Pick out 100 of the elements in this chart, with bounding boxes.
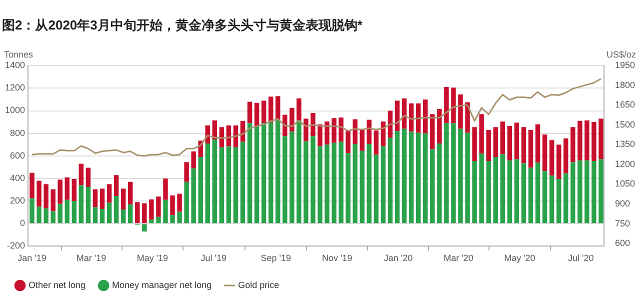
bar [444,87,449,124]
bar [598,118,604,160]
bar [394,100,400,132]
bar [304,118,308,142]
bar [437,109,442,144]
bar [324,144,330,224]
bar [338,118,344,142]
bar [542,134,548,172]
bar [72,201,77,224]
bar [240,142,246,224]
bar [366,144,372,224]
bar [114,175,119,196]
bar [177,212,182,224]
bar [261,123,266,224]
bar [86,168,91,187]
bar [156,216,161,224]
bar [120,210,126,224]
bar [184,182,189,224]
bar [549,176,554,224]
bar [50,189,56,212]
bar [388,138,393,224]
y2-tick-label: 1350 [614,139,636,150]
y2-axis-title: US$/oz [606,50,636,60]
y2-tick-label: 1650 [614,100,636,110]
bar [149,199,154,220]
bar [514,122,520,160]
legend-label: Gold price [238,280,280,290]
bar [191,151,196,168]
y-tick-label: 1400 [4,60,26,70]
y2-tick-label: 1500 [614,119,636,130]
bar [465,132,470,224]
bar [106,202,112,224]
x-tick-label: Nov '19 [322,253,352,264]
bar [268,122,274,224]
bar [451,88,456,124]
bar [570,162,576,224]
bar [535,124,540,163]
legend-label: Other net long [28,280,86,290]
y2-tick-label: 1050 [614,178,636,189]
bar [542,171,548,224]
x-tick-label: Mar '19 [76,253,106,264]
bar [78,185,84,224]
bar [486,160,491,224]
bar [254,126,260,224]
bar [324,121,330,145]
bar [332,118,336,143]
bar [226,146,232,224]
bar [100,188,105,209]
bar [142,203,147,224]
bar [408,132,414,224]
y-axis-title: Tonnes [4,50,34,60]
bar [514,159,520,224]
bar [458,128,463,224]
bar [493,157,498,224]
bar [360,130,365,151]
bar [556,144,562,180]
bar [521,127,526,164]
bar [352,144,358,224]
bar [592,160,596,224]
y-tick-label: 1000 [4,105,26,116]
y2-tick-label: 600 [614,238,630,248]
bar [106,184,112,203]
bar [290,108,294,132]
bar [170,215,175,224]
bar [114,196,119,224]
bar [584,160,590,224]
bar [78,164,84,186]
bar [276,120,280,224]
bar [58,180,62,204]
bar [58,204,62,224]
bar [120,188,126,210]
bar [437,143,442,224]
bar [402,128,407,224]
x-tick-label: Sep '19 [260,253,291,264]
bar [163,200,168,224]
chart-title: 图2：从2020年3月中旬开始，黄金净多头头寸与黄金表现脱钩* [2,17,364,32]
y-tick-label: 0 [20,218,26,228]
bar [296,98,302,120]
bar [493,127,498,158]
bar [500,121,506,154]
bar [318,146,322,224]
bar [332,142,336,224]
bar [44,208,48,224]
y-tick-label: 200 [10,196,26,206]
y-tick-label: 800 [10,128,26,138]
bar [578,160,582,224]
bar [318,124,322,146]
bar [416,132,421,224]
bar [521,163,526,224]
bar [479,154,484,224]
bar [64,177,70,200]
bar [380,146,386,224]
bar [578,120,582,160]
bar [528,130,534,168]
bar [149,220,154,224]
bar [276,96,280,120]
bar [135,202,140,224]
bar [486,130,491,161]
bar [549,140,554,176]
bar [423,133,428,224]
